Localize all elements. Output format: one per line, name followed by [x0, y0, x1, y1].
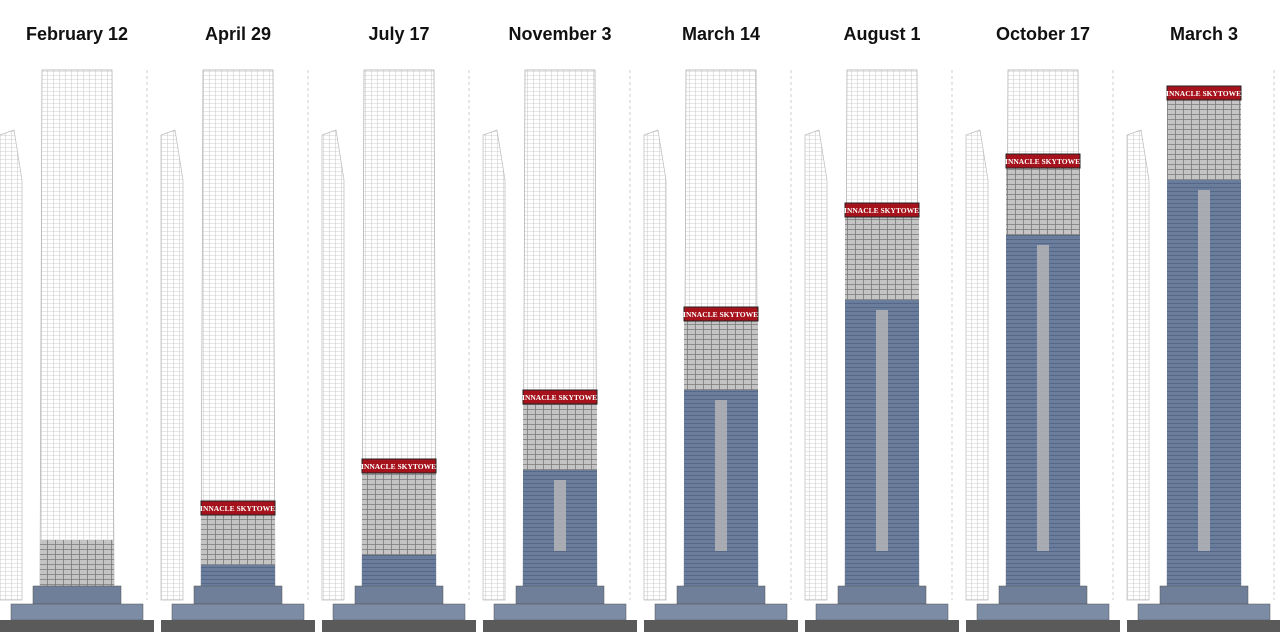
neighbor-tower [804, 129, 828, 601]
podium-lower [493, 603, 627, 621]
podium-upper [32, 585, 122, 605]
panel-date: August 1 [843, 24, 920, 44]
panel: August 1 PINNACLE SKYTOWER [804, 24, 959, 632]
core [1037, 245, 1049, 551]
neighbor-tower [482, 129, 506, 601]
podium-lower [10, 603, 144, 621]
ground [483, 620, 637, 632]
panel-date: April 29 [205, 24, 271, 44]
podium-upper [1159, 585, 1249, 605]
sign-board [683, 306, 759, 322]
ground [966, 620, 1120, 632]
sign-text: PINNACLE SKYTOWER [356, 462, 442, 471]
podium-lower [1137, 603, 1271, 621]
neighbor-tower [0, 129, 23, 601]
podium-upper [354, 585, 444, 605]
ground [1127, 620, 1280, 632]
podium-upper [998, 585, 1088, 605]
neighbor-tower [160, 129, 184, 601]
panel-date: March 14 [682, 24, 760, 44]
structure-frame [40, 540, 114, 586]
glass-cladding [201, 565, 275, 586]
ground [644, 620, 798, 632]
panel-date: October 17 [996, 24, 1090, 44]
panel: July 17 PINNACLE SKYTOWER [321, 24, 476, 632]
core [554, 480, 566, 551]
neighbor-tower [643, 129, 667, 601]
panel: November 3 PINNACLE SKYTOWER [482, 24, 637, 632]
core [876, 310, 888, 551]
ground [161, 620, 315, 632]
core [1198, 190, 1210, 551]
neighbor-tower [321, 129, 345, 601]
podium-upper [515, 585, 605, 605]
panel-date: July 17 [368, 24, 429, 44]
ground [805, 620, 959, 632]
sign-board [1166, 85, 1242, 101]
sign-board [522, 389, 598, 405]
panel-date: February 12 [26, 24, 128, 44]
panel: March 3 PINNACLE SKYTOWER [1126, 24, 1280, 632]
panel: February 12 [0, 24, 154, 632]
podium-upper [837, 585, 927, 605]
glass-cladding [362, 555, 436, 586]
sign-board [844, 202, 920, 218]
ground [0, 620, 154, 632]
sign-text: PINNACLE SKYTOWER [195, 504, 281, 513]
podium-lower [815, 603, 949, 621]
sign-text: PINNACLE SKYTOWER [678, 310, 764, 319]
sign-board [1005, 153, 1081, 169]
panel: March 14 PINNACLE SKYTOWER [643, 24, 798, 632]
sign-board [361, 458, 437, 474]
panel: October 17 PINNACLE SKYTOWER [965, 24, 1120, 632]
sign-text: PINNACLE SKYTOWER [517, 393, 603, 402]
tower-outline [39, 69, 115, 587]
core [715, 400, 727, 551]
sign-text: PINNACLE SKYTOWER [839, 206, 925, 215]
neighbor-tower [1126, 129, 1150, 601]
podium-upper [676, 585, 766, 605]
sign-text: PINNACLE SKYTOWER [1000, 157, 1086, 166]
panel: April 29 PINNACLE SKYTOWER [160, 24, 315, 632]
podium-lower [976, 603, 1110, 621]
podium-upper [193, 585, 283, 605]
ground [322, 620, 476, 632]
panel-date: November 3 [508, 24, 611, 44]
podium-lower [654, 603, 788, 621]
sign-board [200, 500, 276, 516]
panel-date: March 3 [1170, 24, 1238, 44]
sign-text: PINNACLE SKYTOWER [1161, 89, 1247, 98]
podium-lower [171, 603, 305, 621]
neighbor-tower [965, 129, 989, 601]
podium-lower [332, 603, 466, 621]
